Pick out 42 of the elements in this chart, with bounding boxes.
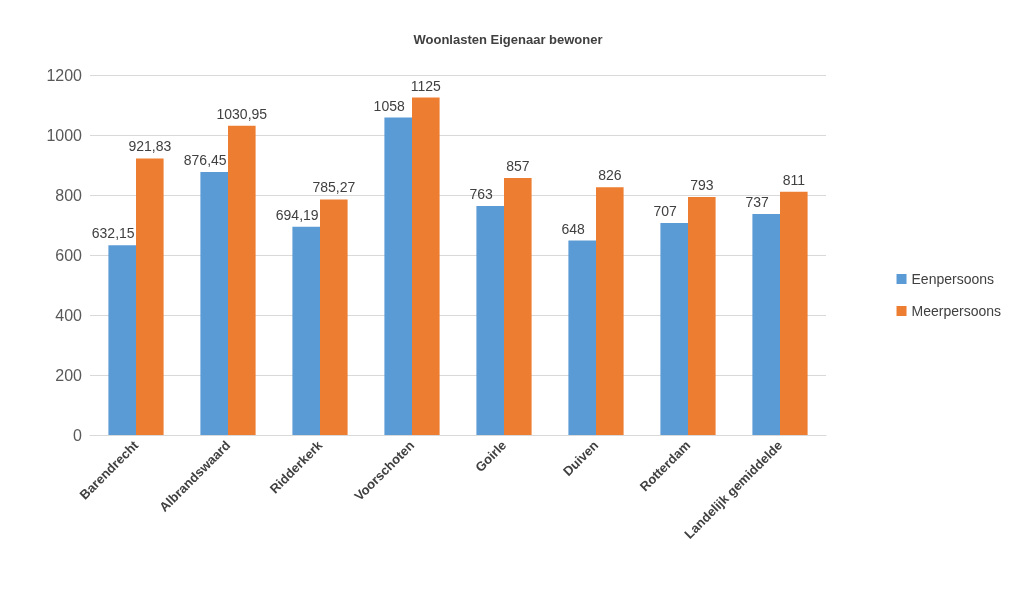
bar	[504, 177, 532, 435]
data-label: 737	[745, 193, 770, 210]
y-tick-label: 200	[55, 366, 83, 384]
data-label: 785,27	[312, 179, 356, 196]
y-tick-label: 600	[55, 246, 83, 264]
bar	[136, 158, 164, 435]
y-tick-label: 1200	[46, 66, 83, 84]
bar	[476, 206, 504, 435]
chart-title: Woonlasten Eigenaar bewoner	[413, 32, 603, 47]
data-label: 707	[653, 202, 678, 219]
data-label: 694,19	[275, 206, 319, 223]
y-tick-label: 800	[55, 186, 83, 204]
bar	[780, 191, 808, 435]
data-label: 1030,95	[216, 105, 268, 122]
bar	[320, 199, 348, 435]
y-tick-label: 0	[73, 426, 83, 444]
data-label: 763	[469, 186, 494, 203]
bar	[568, 240, 596, 435]
y-tick-label: 400	[55, 306, 83, 324]
bar	[384, 117, 412, 435]
bar	[228, 125, 256, 435]
data-label: 826	[598, 167, 622, 184]
y-tick-label: 1000	[46, 126, 83, 144]
data-label: 857	[506, 157, 530, 174]
legend-label: Meerpersoons	[911, 303, 1002, 319]
bar	[688, 197, 716, 435]
data-label: 793	[690, 177, 714, 194]
bar	[596, 187, 624, 435]
legend-label: Eenpersoons	[911, 271, 995, 287]
bar	[108, 245, 136, 435]
bar	[660, 222, 688, 435]
data-label: 1125	[410, 77, 442, 94]
data-label: 1058	[373, 97, 405, 114]
bar	[292, 226, 320, 435]
data-label: 876,45	[183, 152, 227, 169]
data-label: 648	[561, 220, 586, 237]
data-label: 921,83	[128, 138, 172, 155]
bar	[200, 172, 228, 435]
data-label: 632,15	[91, 225, 135, 242]
bar	[752, 213, 780, 435]
data-label: 811	[782, 171, 806, 188]
bar	[412, 97, 440, 435]
